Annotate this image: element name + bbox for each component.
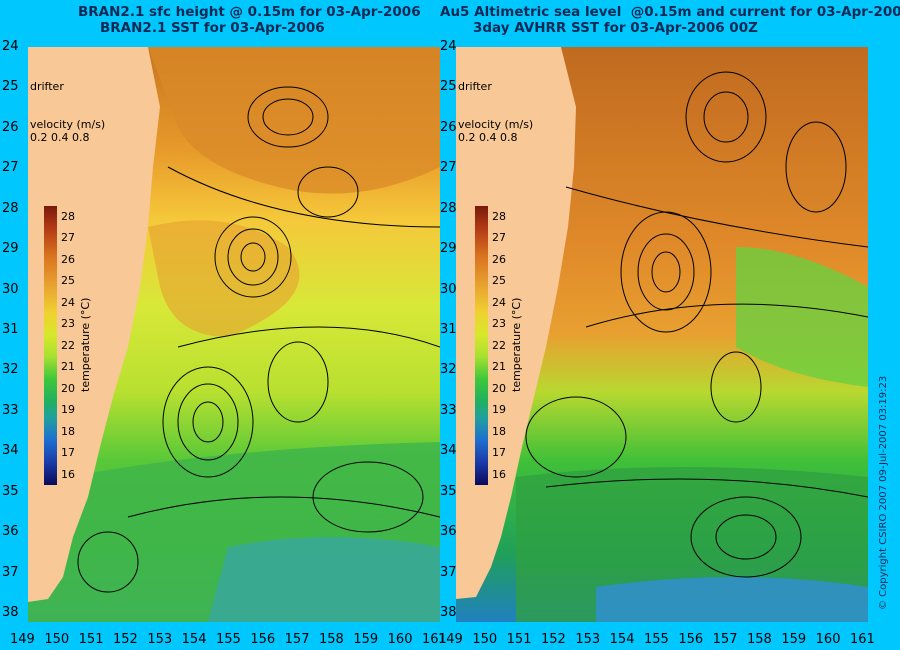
left-sst-map	[28, 47, 440, 622]
latitude-label: 28	[2, 200, 19, 216]
latitude-label: 26	[2, 119, 19, 135]
colorbar-tick: 22	[61, 338, 75, 352]
longitude-label: 161	[850, 632, 875, 647]
latitude-label: 34	[2, 443, 19, 459]
colorbar-tick: 21	[492, 360, 506, 374]
latitude-label: 25	[2, 79, 19, 95]
latitude-label: 37	[440, 564, 457, 580]
left-colorbar-label: temperature (°C)	[79, 297, 92, 392]
longitude-label: 151	[506, 632, 532, 647]
longitude-label: 150	[472, 632, 498, 647]
longitude-label: 158	[747, 632, 772, 647]
colorbar-tick: 27	[492, 231, 506, 245]
colorbar-tick: 25	[492, 274, 506, 288]
longitude-label: 157	[284, 632, 310, 647]
longitude-label: 161	[422, 632, 447, 647]
latitude-label: 24	[440, 39, 457, 54]
right-drifter-label: drifter	[458, 80, 492, 93]
latitude-label: 24	[2, 39, 19, 54]
colorbar-tick: 25	[61, 274, 75, 288]
latitude-label: 33	[440, 402, 457, 418]
longitude-label: 160	[815, 632, 841, 647]
latitude-label: 29	[440, 241, 457, 257]
latitude-label: 32	[2, 362, 19, 378]
right-title-line2: 3day AVHRR SST for 03-Apr-2006 00Z	[473, 20, 758, 36]
colorbar-tick: 20	[61, 381, 75, 395]
left-colorbar	[44, 206, 57, 485]
latitude-label: 28	[440, 200, 457, 216]
colorbar-tick: 20	[492, 381, 506, 395]
latitude-label: 35	[2, 483, 19, 499]
latitude-label: 30	[2, 281, 19, 297]
longitude-label: 155	[644, 632, 669, 647]
colorbar-tick: 26	[492, 252, 506, 266]
colorbar-tick: 23	[61, 317, 75, 331]
latitude-label: 36	[2, 524, 19, 540]
colorbar-tick: 27	[61, 231, 75, 245]
longitude-label: 153	[147, 632, 173, 647]
longitude-label: 153	[575, 632, 601, 647]
right-colorbar	[475, 206, 488, 485]
left-velocity-label: velocity (m/s)	[30, 118, 106, 131]
longitude-label: 150	[44, 632, 70, 647]
longitude-label: 158	[319, 632, 344, 647]
latitude-label: 26	[440, 119, 457, 135]
longitude-label: 152	[113, 632, 138, 647]
longitude-label: 152	[541, 632, 566, 647]
colorbar-tick: 21	[61, 360, 75, 374]
colorbar-tick: 18	[61, 424, 75, 438]
latitude-label: 31	[440, 322, 457, 337]
left-velocity-values: 0.2 0.4 0.8	[30, 131, 90, 144]
right-velocity-values: 0.2 0.4 0.8	[458, 131, 518, 144]
left-drifter-label: drifter	[30, 80, 64, 93]
longitude-label: 154	[181, 632, 207, 647]
latitude-label: 29	[2, 241, 19, 257]
colorbar-tick: 17	[61, 446, 75, 460]
colorbar-tick: 18	[492, 424, 506, 438]
left-title-line2: BRAN2.1 SST for 03-Apr-2006	[100, 20, 325, 36]
colorbar-tick: 16	[492, 467, 506, 481]
latitude-label: 34	[440, 443, 457, 459]
longitude-label: 149	[438, 632, 463, 647]
copyright-text: © Copyright CSIRO 2007 09-Jul-2007 03:19…	[878, 375, 889, 610]
latitude-label: 36	[440, 524, 457, 540]
right-title-line1: Au5 Altimetric sea level @0.15m and curr…	[440, 4, 900, 20]
longitude-label: 159	[353, 632, 379, 647]
latitude-label: 33	[2, 402, 19, 418]
latitude-label: 27	[2, 160, 19, 176]
longitude-label: 156	[678, 632, 704, 647]
colorbar-tick: 24	[492, 295, 506, 309]
longitude-label: 151	[78, 632, 104, 647]
colorbar-tick: 23	[492, 317, 506, 331]
latitude-label: 27	[440, 160, 457, 176]
colorbar-tick: 28	[492, 210, 506, 223]
colorbar-tick: 22	[492, 338, 506, 352]
colorbar-tick: 26	[61, 252, 75, 266]
latitude-label: 25	[440, 79, 457, 95]
left-title-line1: BRAN2.1 sfc height @ 0.15m for 03-Apr-20…	[78, 4, 421, 20]
longitude-label: 149	[10, 632, 35, 647]
latitude-label: 37	[2, 564, 19, 580]
colorbar-tick: 19	[492, 403, 506, 417]
colorbar-tick: 19	[61, 403, 75, 417]
longitude-label: 157	[712, 632, 738, 647]
latitude-label: 31	[2, 322, 19, 337]
colorbar-tick: 28	[61, 210, 75, 223]
latitude-label: 38	[2, 605, 19, 620]
latitude-label: 35	[440, 483, 457, 499]
colorbar-tick: 17	[492, 446, 506, 460]
longitude-label: 160	[387, 632, 413, 647]
colorbar-tick: 24	[61, 295, 75, 309]
left-map-panel	[28, 47, 440, 622]
right-colorbar-label: temperature (°C)	[510, 297, 523, 392]
longitude-label: 154	[609, 632, 635, 647]
longitude-label: 155	[216, 632, 241, 647]
colorbar-tick: 16	[61, 467, 75, 481]
right-velocity-label: velocity (m/s)	[458, 118, 534, 131]
latitude-label: 30	[440, 281, 457, 297]
longitude-label: 159	[781, 632, 807, 647]
latitude-label: 38	[440, 605, 457, 620]
longitude-label: 156	[250, 632, 276, 647]
latitude-label: 32	[440, 362, 457, 378]
